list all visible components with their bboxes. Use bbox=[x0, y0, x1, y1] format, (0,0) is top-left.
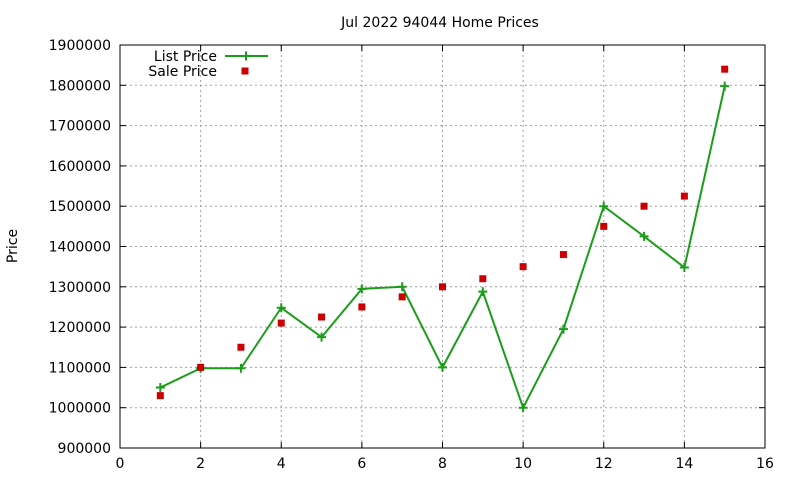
x-tick-label: 8 bbox=[438, 456, 447, 472]
x-tick-label: 10 bbox=[514, 456, 532, 472]
sale-price-point bbox=[600, 222, 608, 230]
list-price-point bbox=[679, 262, 689, 272]
y-tick-label: 1900000 bbox=[49, 38, 111, 54]
sale-price-point bbox=[318, 313, 326, 321]
legend-marker-list-price bbox=[241, 51, 251, 61]
list-price-point bbox=[599, 201, 609, 211]
list-price-point bbox=[518, 403, 528, 413]
sale-price-point bbox=[237, 343, 245, 351]
chart-title: Jul 2022 94044 Home Prices bbox=[340, 15, 539, 31]
y-tick-label: 1800000 bbox=[49, 78, 111, 94]
x-tick-label: 0 bbox=[116, 456, 125, 472]
sale-price-point bbox=[640, 202, 648, 210]
y-tick-label: 1200000 bbox=[49, 320, 111, 336]
sale-price-point bbox=[721, 65, 729, 73]
sale-price-point bbox=[358, 303, 366, 311]
sale-price-point bbox=[398, 293, 406, 301]
x-tick-label: 2 bbox=[196, 456, 205, 472]
list-price-point bbox=[720, 81, 730, 91]
y-tick-label: 1600000 bbox=[49, 159, 111, 175]
list-price-point bbox=[558, 324, 568, 334]
y-tick-label: 1700000 bbox=[49, 119, 111, 135]
legend-label-sale-price: Sale Price bbox=[148, 64, 217, 80]
y-tick-label: 1100000 bbox=[49, 360, 111, 376]
y-axis-label: Price bbox=[5, 229, 21, 263]
list-price-point bbox=[478, 287, 488, 297]
list-price-point bbox=[317, 332, 327, 342]
list-price-point bbox=[438, 362, 447, 372]
legend-marker-sale-price bbox=[241, 67, 249, 75]
sale-price-point bbox=[479, 275, 487, 283]
legend: List Price Sale Price bbox=[148, 49, 268, 80]
y-tick-label: 1300000 bbox=[49, 280, 111, 296]
sale-price-point bbox=[680, 192, 688, 200]
grid-lines bbox=[120, 45, 765, 448]
sale-price-point bbox=[277, 319, 285, 327]
sale-price-point bbox=[156, 392, 164, 400]
list-price-point bbox=[357, 284, 367, 294]
sale-price-point bbox=[197, 363, 205, 371]
y-tick-label: 1400000 bbox=[49, 240, 111, 256]
x-tick-label: 12 bbox=[595, 456, 613, 472]
list-price-point bbox=[639, 231, 649, 241]
x-tick-label: 14 bbox=[675, 456, 693, 472]
y-tick-label: 1500000 bbox=[49, 199, 111, 215]
tick-labels: 0 2 4 6 8 10 12 14 16 900000 1000000 1100000 1200000… bbox=[49, 38, 774, 472]
list-price-point bbox=[397, 282, 407, 292]
sale-price-point bbox=[439, 283, 446, 291]
y-tick-label: 900000 bbox=[58, 441, 111, 457]
series-layer bbox=[155, 65, 730, 413]
x-tick-label: 4 bbox=[277, 456, 286, 472]
x-tick-label: 16 bbox=[756, 456, 774, 472]
list-price-point bbox=[276, 303, 286, 313]
y-tick-label: 1000000 bbox=[49, 401, 111, 417]
sale-price-point bbox=[519, 263, 527, 271]
sale-price-point bbox=[559, 251, 567, 259]
legend-label-list-price: List Price bbox=[154, 49, 217, 65]
axis-ticks bbox=[119, 44, 766, 449]
list-price-point bbox=[236, 363, 246, 373]
x-tick-label: 6 bbox=[357, 456, 366, 472]
list-price-point bbox=[155, 383, 165, 393]
